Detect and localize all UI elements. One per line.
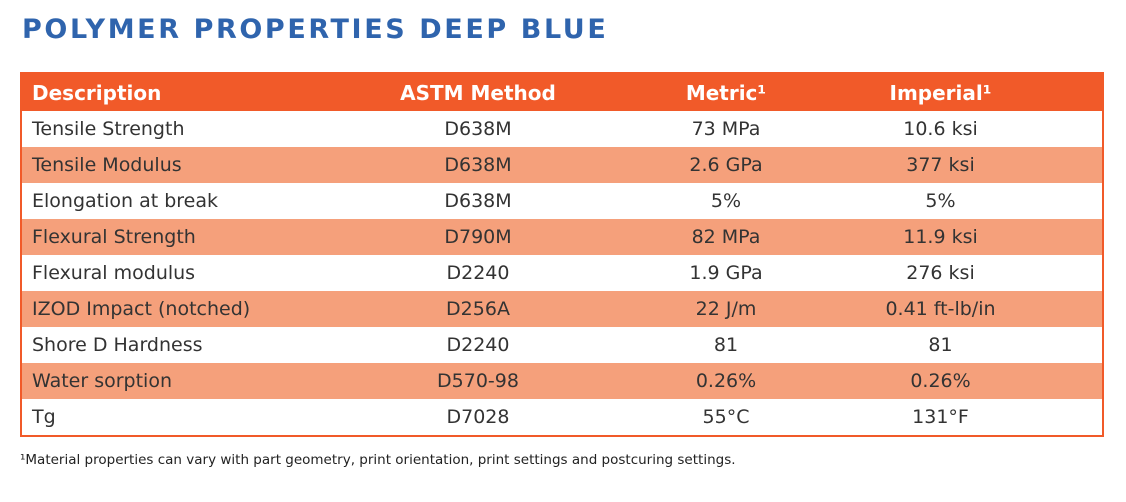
header-cell: Imperial¹ bbox=[837, 73, 1103, 111]
table-cell: D7028 bbox=[446, 406, 510, 428]
table-row: Tg D7028 55°C 131°F bbox=[21, 399, 1103, 436]
table-cell: 0.26% bbox=[837, 363, 1103, 399]
table-cell: Shore D Hardness bbox=[32, 334, 203, 356]
table-cell: D790M bbox=[341, 219, 615, 255]
properties-table: Description ASTM Method Metric¹ Imperial¹ T… bbox=[20, 72, 1104, 437]
table-row: Shore D Hardness D2240 81 81 bbox=[21, 327, 1103, 363]
table-row: Flexural modulus D2240 1.9 GPa 276 ksi bbox=[21, 255, 1103, 291]
table-row: Elongation at break D638M 5% 5% bbox=[21, 183, 1103, 219]
table-cell: D638M bbox=[444, 190, 512, 212]
table-cell: Elongation at break bbox=[32, 190, 219, 212]
table-cell: Flexural Strength bbox=[21, 219, 341, 255]
table-cell: 131°F bbox=[912, 406, 969, 428]
table-row: IZOD Impact (notched) D256A 22 J/m 0.41 ft-… bbox=[21, 291, 1103, 327]
table-cell: D2240 bbox=[446, 262, 510, 284]
table-cell: D2240 bbox=[446, 334, 510, 356]
table-cell: 276 ksi bbox=[906, 262, 975, 284]
table-cell: D570-98 bbox=[341, 363, 615, 399]
table-cell: 22 J/m bbox=[615, 291, 837, 327]
table-cell: Tensile Modulus bbox=[21, 147, 341, 183]
table-cell: D638M bbox=[444, 118, 512, 140]
header-cell: Metric¹ bbox=[615, 73, 837, 111]
table-cell: 81 bbox=[928, 334, 953, 356]
table-cell: 5% bbox=[710, 190, 742, 212]
header-cell: Description bbox=[21, 73, 341, 111]
table-cell: Tensile Strength bbox=[32, 118, 185, 140]
table-cell: D256A bbox=[341, 291, 615, 327]
header-row: Description ASTM Method Metric¹ Imperial¹ bbox=[21, 73, 1103, 111]
table-cell: 55°C bbox=[702, 406, 750, 428]
table-cell: 11.9 ksi bbox=[837, 219, 1103, 255]
table-cell: 10.6 ksi bbox=[903, 118, 978, 140]
table-cell: 73 MPa bbox=[691, 118, 761, 140]
table-cell: 2.6 GPa bbox=[615, 147, 837, 183]
table-row: Flexural Strength D790M 82 MPa 11.9 ksi bbox=[21, 219, 1103, 255]
table-cell: Tg bbox=[32, 406, 56, 428]
table-cell: 0.41 ft-lb/in bbox=[837, 291, 1103, 327]
table-row: Tensile Modulus D638M 2.6 GPa 377 ksi bbox=[21, 147, 1103, 183]
table-row: Water sorption D570-98 0.26% 0.26% bbox=[21, 363, 1103, 399]
table-cell: Flexural modulus bbox=[32, 262, 196, 284]
footnote: ¹Material properties can vary with part … bbox=[20, 452, 736, 468]
table-row: Tensile Strength D638M 73 MPa 10.6 ksi bbox=[21, 111, 1103, 147]
table-cell: 5% bbox=[925, 190, 956, 212]
table-cell: 0.26% bbox=[615, 363, 837, 399]
table-body: Tensile Strength D638M 73 MPa 10.6 ksi Tensi… bbox=[21, 111, 1103, 436]
header-cell: ASTM Method bbox=[341, 73, 615, 111]
table-cell: 1.9 GPa bbox=[689, 262, 763, 284]
table-cell: IZOD Impact (notched) bbox=[21, 291, 341, 327]
table-cell: 82 MPa bbox=[615, 219, 837, 255]
page-title: POLYMER PROPERTIES DEEP BLUE bbox=[22, 14, 609, 45]
table-cell: Water sorption bbox=[21, 363, 341, 399]
table-cell: 377 ksi bbox=[837, 147, 1103, 183]
table-cell: D638M bbox=[341, 147, 615, 183]
table-cell: 81 bbox=[713, 334, 739, 356]
